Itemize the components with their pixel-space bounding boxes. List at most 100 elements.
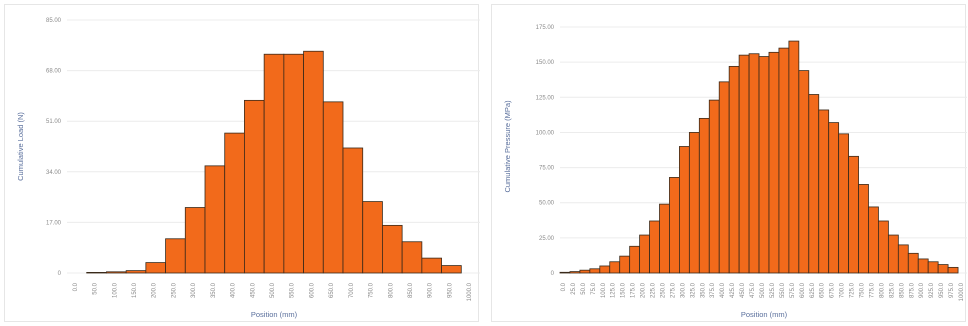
x-tick-label: 550.0 — [780, 282, 786, 298]
histogram-bar — [421, 257, 442, 274]
x-tick-label: 650.0 — [820, 282, 826, 298]
histogram-bar — [224, 132, 245, 274]
x-tick-label: 300.0 — [191, 282, 197, 298]
histogram-bar — [589, 268, 601, 274]
x-axis-title: Position (mm) — [741, 310, 788, 319]
y-tick-label: 51.00 — [46, 119, 62, 125]
x-tick-label: 850.0 — [899, 282, 905, 298]
y-axis-title: Cumulative Pressure (MPa) — [503, 100, 512, 193]
x-tick-label: 850.0 — [408, 282, 414, 298]
x-tick-label: 375.0 — [710, 282, 716, 298]
pressure-histogram-chart: 025.0050.0075.00100.00125.00150.00175.00… — [503, 25, 967, 319]
x-tick-label: 250.0 — [660, 282, 666, 298]
x-tick-label: 600.0 — [800, 282, 806, 298]
histogram-bar — [798, 70, 810, 274]
histogram-bar — [165, 238, 186, 274]
y-tick-label: 100.00 — [536, 130, 555, 136]
x-tick-label: 175.0 — [631, 282, 637, 298]
y-tick-label: 0 — [551, 271, 555, 277]
x-tick-label: 225.0 — [651, 282, 657, 298]
histogram-bar — [184, 207, 206, 274]
x-tick-label: 200.0 — [641, 282, 647, 298]
y-tick-label: 50.00 — [539, 201, 555, 207]
y-tick-label: 25.00 — [539, 236, 555, 242]
histogram-bar — [579, 269, 591, 274]
x-tick-label: 1000.0 — [467, 282, 473, 301]
x-tick-label: 575.0 — [790, 282, 796, 298]
histogram-bar — [758, 56, 770, 274]
x-tick-label: 275.0 — [670, 282, 676, 298]
histogram-bar — [878, 220, 889, 274]
histogram-bar — [342, 147, 364, 274]
y-axis-title: Cumulative Load (N) — [16, 112, 25, 181]
y-tick-label: 150.00 — [536, 60, 555, 66]
histogram-bar — [808, 94, 820, 274]
x-tick-label: 925.0 — [929, 282, 935, 298]
y-tick-label: 0 — [58, 271, 62, 277]
x-tick-label: 550.0 — [290, 282, 296, 298]
x-axis-title: Position (mm) — [251, 310, 298, 319]
histogram-bar — [708, 99, 720, 274]
histogram-bar — [659, 203, 670, 274]
histogram-bar — [848, 155, 859, 274]
histogram-bar — [937, 264, 949, 274]
x-tick-label: 800.0 — [879, 282, 885, 298]
x-tick-label: 750.0 — [860, 282, 866, 298]
x-tick-label: 400.0 — [231, 282, 237, 298]
x-tick-label: 700.0 — [349, 282, 355, 298]
histogram-bar — [441, 265, 462, 274]
histogram-bar — [362, 201, 383, 274]
x-tick-label: 200.0 — [152, 282, 158, 298]
histogram-bar — [947, 266, 959, 274]
x-tick-label: 350.0 — [700, 282, 706, 298]
x-tick-label: 975.0 — [949, 282, 955, 298]
histogram-bar — [263, 53, 285, 274]
x-tick-label: 425.0 — [730, 282, 736, 298]
x-tick-label: 0.0 — [73, 282, 79, 291]
histogram-bar — [858, 184, 869, 274]
histogram-bar — [897, 244, 909, 274]
x-tick-label: 1000.0 — [959, 282, 965, 301]
x-tick-label: 75.0 — [591, 282, 597, 294]
x-tick-label: 900.0 — [919, 282, 925, 298]
x-tick-label: 50.0 — [581, 282, 587, 294]
x-tick-label: 500.0 — [270, 282, 276, 298]
x-tick-label: 0.0 — [561, 282, 567, 291]
histogram-bar — [559, 271, 571, 274]
x-tick-label: 100.0 — [601, 282, 607, 298]
x-tick-label: 350.0 — [211, 282, 217, 298]
x-tick-label: 525.0 — [770, 282, 776, 298]
histogram-bar — [649, 220, 660, 274]
x-tick-label: 100.0 — [112, 282, 118, 298]
x-tick-label: 750.0 — [369, 282, 375, 298]
histogram-bar — [669, 177, 680, 274]
histogram-bar — [639, 234, 650, 274]
chart-panel-right: 0 25.00 50.00 75.00 100.00 125.00 150.00 175.00… — [491, 4, 967, 322]
histogram-bar — [322, 101, 344, 274]
x-tick-label: 325.0 — [690, 282, 696, 298]
histogram-bar — [907, 252, 919, 274]
x-tick-label: 900.0 — [428, 282, 434, 298]
y-tick-label: 175.00 — [536, 25, 555, 31]
x-tick-label: 775.0 — [869, 282, 875, 298]
x-tick-label: 150.0 — [132, 282, 138, 298]
x-tick-label: 950.0 — [939, 282, 945, 298]
x-tick-label: 500.0 — [760, 282, 766, 298]
y-tick-label: 75.00 — [539, 166, 555, 172]
histogram-bar — [838, 133, 849, 274]
x-tick-label: 725.0 — [850, 282, 856, 298]
x-tick-label: 800.0 — [388, 282, 394, 298]
histogram-bar — [619, 255, 631, 274]
histogram-bar — [629, 245, 641, 274]
histogram-bar — [868, 206, 879, 274]
x-tick-label: 950.0 — [447, 282, 453, 298]
histogram-bar — [283, 53, 304, 274]
histogram-bar — [728, 65, 740, 274]
histogram-bar — [768, 51, 780, 274]
histogram-bar — [917, 258, 929, 274]
histogram-bar — [688, 132, 700, 274]
y-tick-label: 34.00 — [46, 170, 62, 176]
histogram-bar — [125, 270, 147, 274]
histogram-bar — [738, 54, 750, 274]
x-tick-label: 450.0 — [250, 282, 256, 298]
